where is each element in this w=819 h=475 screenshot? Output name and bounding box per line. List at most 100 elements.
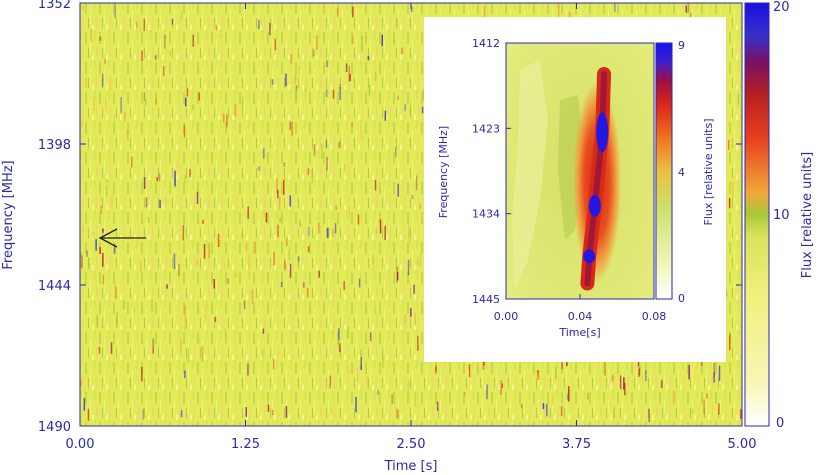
heatmap-speckle [196,259,198,266]
heatmap-speckle [326,60,328,68]
heatmap-speckle [143,19,145,32]
heatmap-speckle [335,205,337,210]
heatmap-speckle [245,243,248,251]
heatmap-speckle [613,407,615,419]
heatmap-speckle [407,260,410,276]
heatmap-speckle [417,335,419,351]
heatmap-speckle [290,53,293,64]
heatmap-speckle [404,314,407,324]
x-tick-label: 1.25 [231,437,260,452]
heatmap-speckle [737,93,740,106]
heatmap-speckle [203,243,206,259]
heatmap-speckle [85,78,87,89]
heatmap-speckle [729,334,731,351]
heatmap-speckle [110,342,113,354]
heatmap-speckle [339,343,341,353]
heatmap-speckle [349,73,351,82]
heatmap-speckle [329,375,332,389]
heatmap-speckle [114,3,116,19]
heatmap-speckle [732,182,734,198]
heatmap-speckle [144,99,147,107]
heatmap-speckle [143,92,146,101]
heatmap-speckle [81,255,83,269]
heatmap-speckle [397,409,399,419]
heatmap-speckle [422,89,425,101]
heatmap-speckle [374,307,377,315]
heatmap-speckle [104,58,106,64]
inset-colorbar-tick-9: 9 [678,39,685,52]
heatmap-speckle [180,11,183,21]
heatmap-speckle [185,97,187,107]
heatmap-speckle [298,65,300,75]
heatmap-speckle [276,178,278,194]
inset-y-axis-title: Frequency [MHz] [437,126,450,218]
heatmap-speckle [158,173,161,182]
heatmap-speckle [339,86,341,100]
heatmap-speckle [164,198,167,203]
heatmap-speckle [415,175,418,191]
heatmap-speckle [336,8,339,17]
heatmap-speckle [123,300,125,310]
inset-colorbar-title: Flux [relative units] [702,119,715,226]
heatmap-speckle [140,262,142,272]
heatmap-speckle [162,66,165,76]
heatmap-speckle [414,391,417,407]
heatmap-speckle [308,226,310,237]
heatmap-speckle [243,300,246,310]
heatmap-speckle [198,336,200,343]
heatmap-speckle [285,406,288,418]
pulse-peak [588,194,601,217]
heatmap-speckle [718,365,721,381]
heatmap-speckle [408,225,410,239]
main-x-axis-title: Time [s] [384,459,438,474]
heatmap-speckle [141,50,143,62]
heatmap-speckle [337,339,340,348]
heatmap-speckle [100,205,102,214]
heatmap-speckle [147,217,150,223]
heatmap-speckle [409,231,411,244]
inset-colorbar-tick-4: 4 [678,166,685,179]
heatmap-speckle [313,144,316,156]
heatmap-speckle [214,316,217,323]
heatmap-speckle [81,121,83,127]
heatmap-speckle [187,348,190,363]
heatmap-speckle [90,28,92,42]
heatmap-speckle [277,224,279,238]
heatmap-speckle [272,358,275,370]
heatmap-speckle [706,393,708,399]
heatmap-speckle [500,380,502,395]
heatmap-speckle [291,121,293,136]
heatmap-speckle [330,408,333,419]
heatmap-speckle [92,231,95,239]
heatmap-speckle [377,390,379,395]
heatmap-speckle [248,271,250,279]
heatmap-speckle [173,253,176,270]
heatmap-speckle [316,35,318,50]
heatmap-speckle [224,328,227,337]
heatmap-speckle [728,198,731,209]
heatmap-speckle [614,3,616,12]
heatmap-speckle [555,367,557,380]
heatmap-speckle [159,199,161,208]
heatmap-speckle [180,410,183,418]
heatmap-speckle [99,246,101,254]
heatmap-speckle [347,326,349,339]
heatmap-speckle [297,256,300,262]
heatmap-speckle [619,375,622,389]
heatmap-speckle [357,214,360,225]
heatmap-speckle [379,219,382,234]
heatmap-speckle [105,185,108,197]
heatmap-speckle [483,360,485,366]
heatmap-speckle [435,365,437,373]
heatmap-speckle [269,22,271,36]
heatmap-speckle [180,338,182,353]
heatmap-speckle [155,97,158,105]
heatmap-speckle [344,164,346,171]
heatmap-speckle [700,358,703,366]
heatmap-speckle [95,239,97,251]
heatmap-speckle [382,356,384,368]
heatmap-speckle [82,5,85,11]
heatmap-speckle [299,220,301,228]
heatmap-speckle [183,124,186,138]
heatmap-speckle [258,20,260,30]
